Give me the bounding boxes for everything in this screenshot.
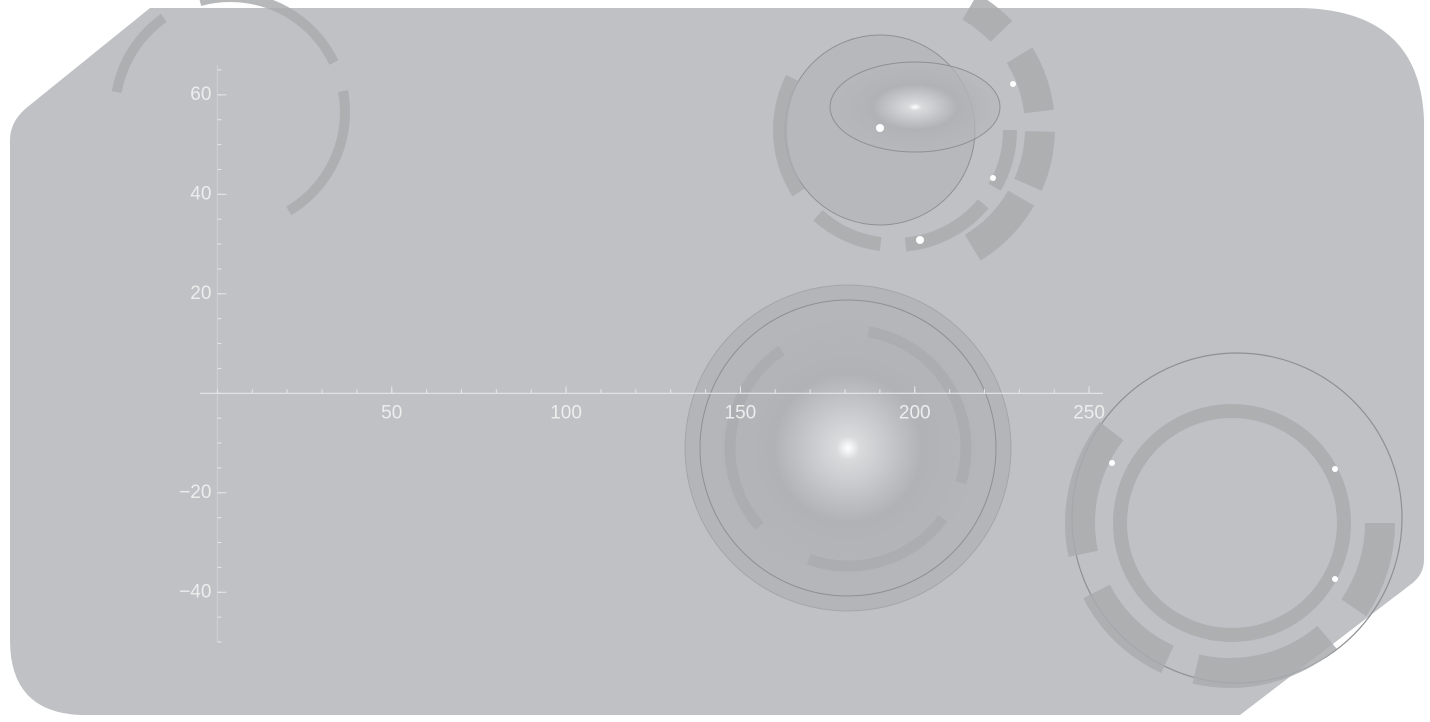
x-tick-label: 150 xyxy=(725,402,757,423)
y-tick-label: 20 xyxy=(190,283,211,304)
decoration-top-cluster xyxy=(745,0,1055,283)
x-tick-label: 200 xyxy=(899,402,931,423)
y-tick-label: −20 xyxy=(179,482,211,503)
y-tick-label: 40 xyxy=(190,183,211,204)
x-tick-label: 100 xyxy=(550,402,582,423)
decoration-center xyxy=(684,284,1012,612)
decoration-bottom-right xyxy=(1065,352,1403,688)
decoration-top-left xyxy=(110,0,350,232)
y-tick-label: 60 xyxy=(190,84,211,105)
y-tick-label: −40 xyxy=(179,581,211,602)
axes: 50 100 150 200 250 60 40 20 −20 −40 xyxy=(179,65,1105,643)
x-tick-label: 50 xyxy=(381,402,402,423)
x-tick-label: 250 xyxy=(1073,402,1105,423)
